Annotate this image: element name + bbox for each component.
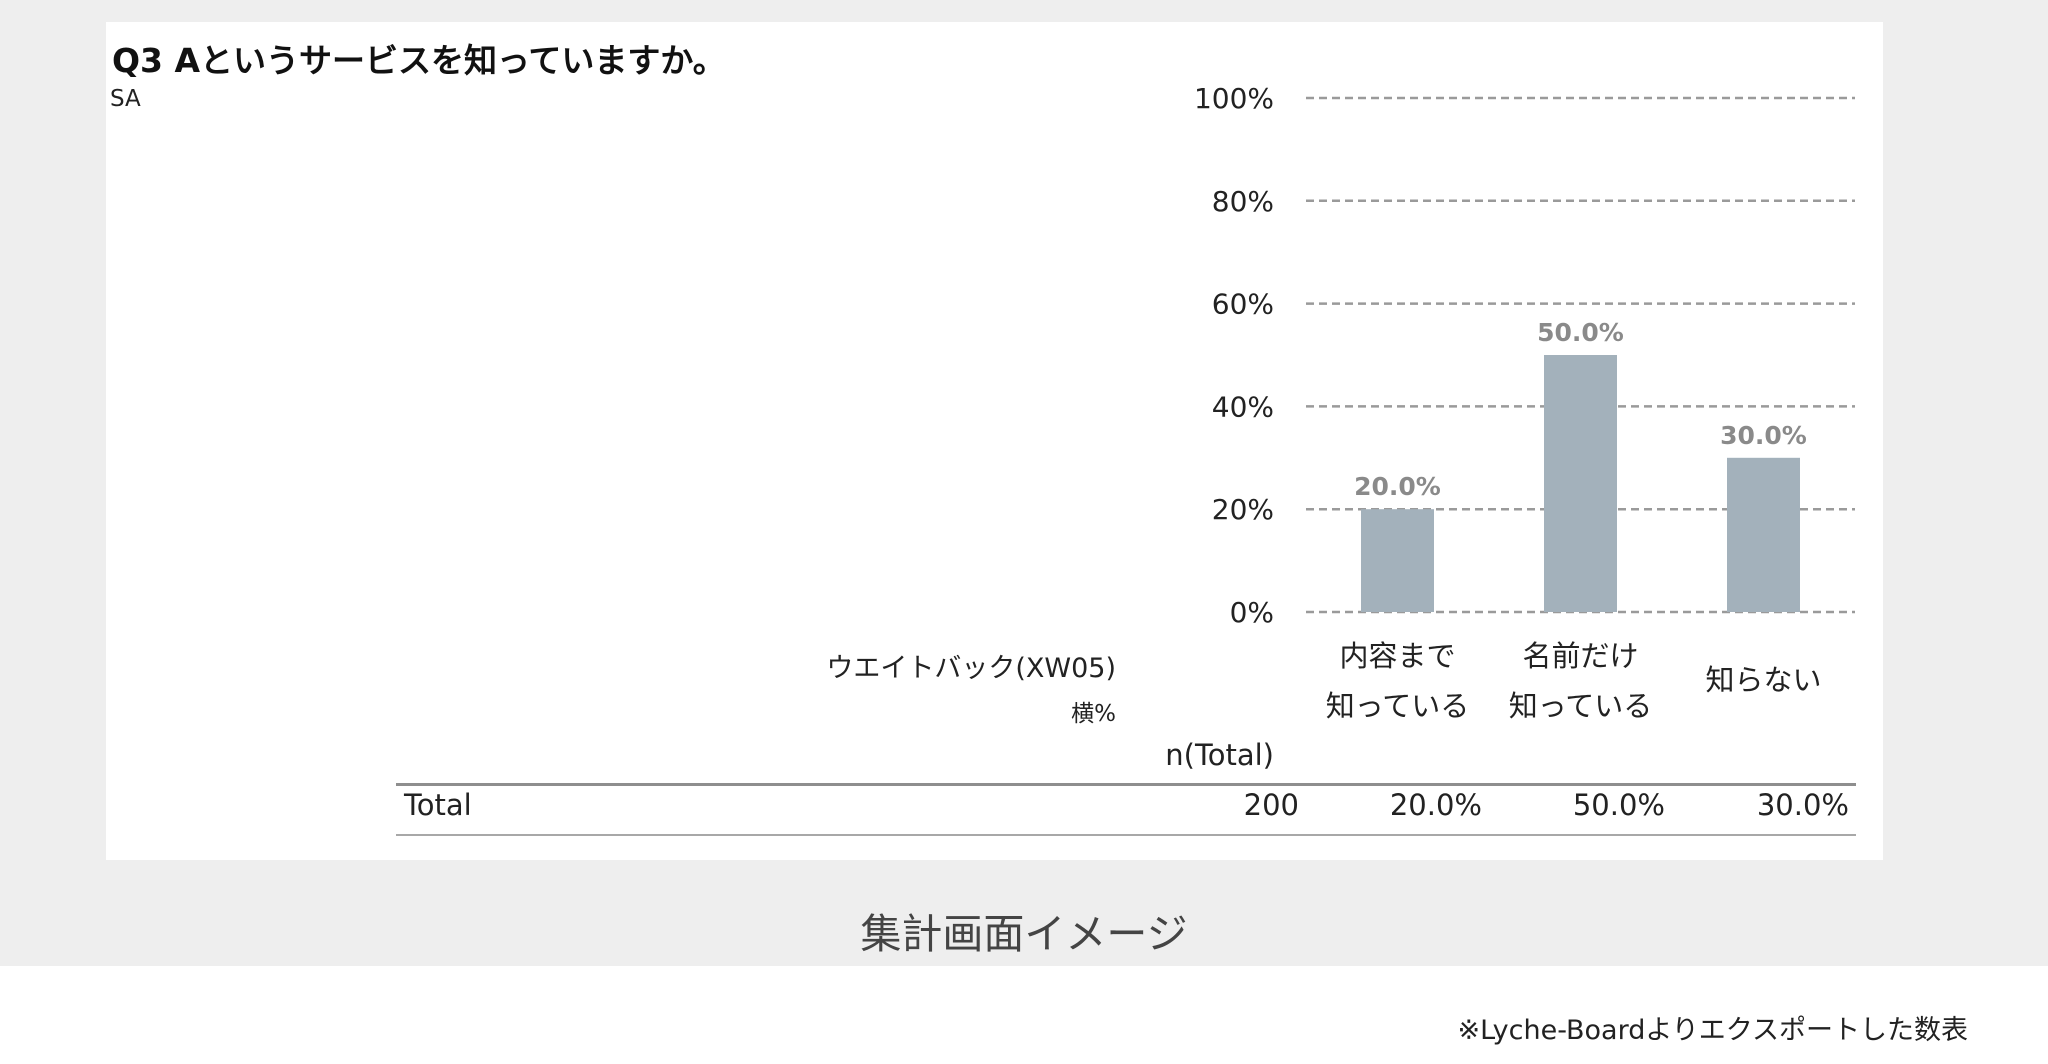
question-title: Q3 Aというサービスを知っていますか。 <box>112 41 726 80</box>
data-label: 50.0% <box>1537 318 1624 347</box>
row-value-1: 50.0% <box>1572 788 1665 822</box>
x-category-label: 知っている <box>1509 689 1653 723</box>
table-top-rule <box>396 783 1856 786</box>
footnote: ※Lyche-Boardよりエクスポートした数表 <box>1457 1015 1968 1046</box>
percentage-label: 横% <box>1071 701 1116 727</box>
x-category-label: 名前だけ <box>1522 639 1638 673</box>
row-n-value: 200 <box>1243 788 1299 822</box>
n-header: n(Total) <box>1165 738 1274 772</box>
caption: 集計画面イメージ <box>860 910 1188 958</box>
bar <box>1361 509 1434 612</box>
y-tick-label: 20% <box>1212 493 1274 526</box>
x-category-label: 内容まで <box>1339 639 1455 673</box>
weight-label: ウエイトバック(XW05) <box>826 653 1116 684</box>
bar <box>1544 355 1617 612</box>
y-tick-label: 100% <box>1194 82 1274 115</box>
y-tick-label: 80% <box>1212 185 1274 218</box>
table-bottom-rule <box>396 834 1856 836</box>
bar <box>1727 457 1800 612</box>
data-label: 30.0% <box>1720 421 1807 450</box>
row-value-0: 20.0% <box>1389 788 1482 822</box>
data-label: 20.0% <box>1354 472 1441 501</box>
y-tick-label: 60% <box>1212 288 1274 321</box>
y-tick-label: 40% <box>1212 390 1274 423</box>
question-type: SA <box>110 86 141 112</box>
y-tick-label: 0% <box>1230 596 1274 629</box>
row-label: Total <box>404 788 472 822</box>
x-category-label: 知らない <box>1705 663 1821 697</box>
x-category-label: 知っている <box>1326 689 1470 723</box>
row-value-2: 30.0% <box>1756 788 1849 822</box>
